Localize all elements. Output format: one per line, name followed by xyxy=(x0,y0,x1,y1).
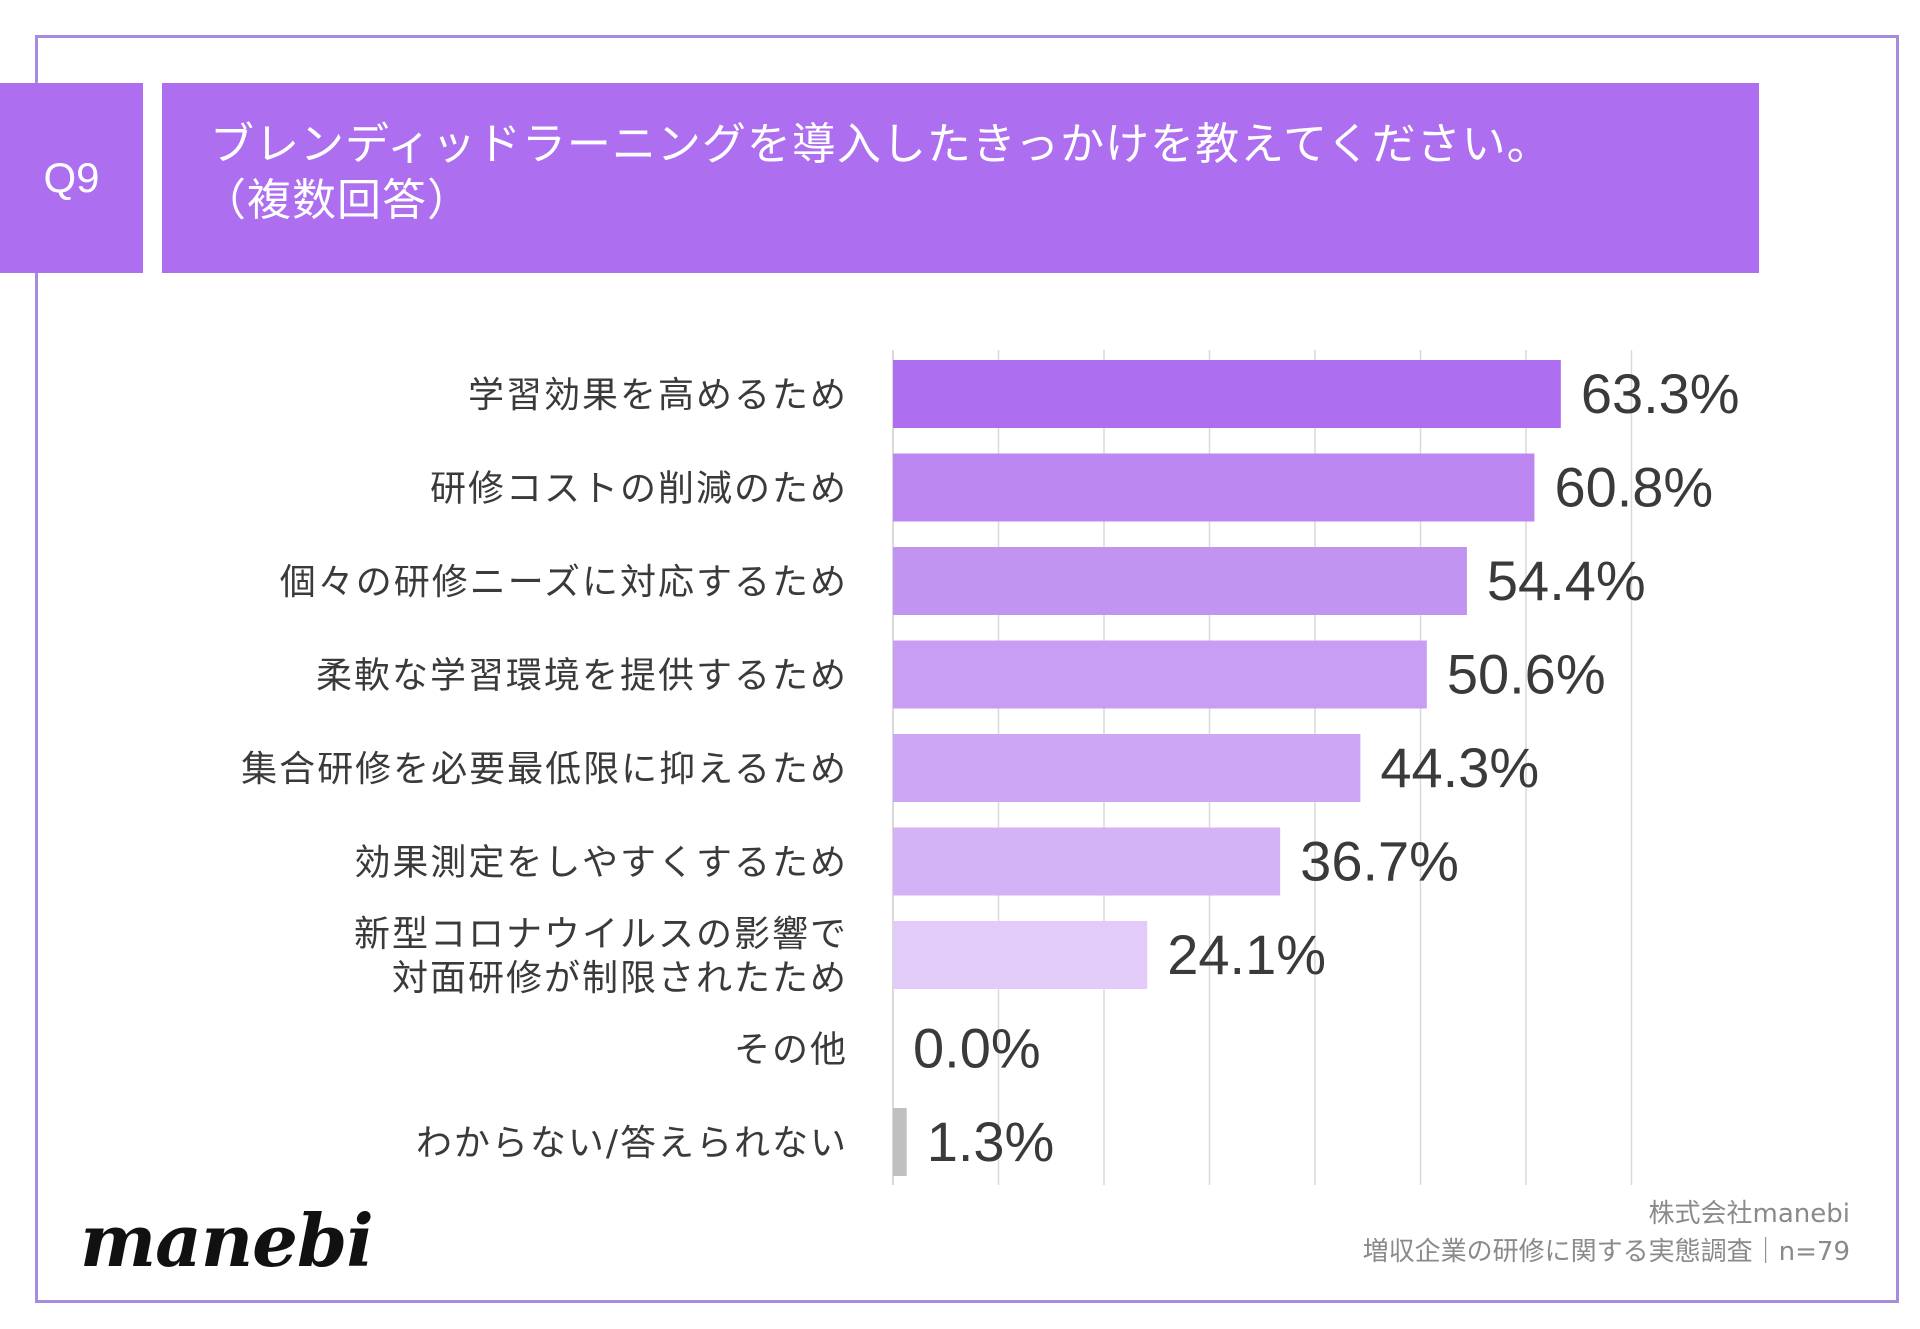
bar xyxy=(893,360,1561,428)
survey-info: 増収企業の研修に関する実態調査｜n=79 xyxy=(1362,1237,1850,1267)
bar xyxy=(893,453,1535,522)
value-label: 1.3% xyxy=(927,1110,1055,1173)
page-frame xyxy=(35,35,1899,1303)
category-label: 学習効果を高めるため xyxy=(468,375,848,416)
value-label: 44.3% xyxy=(1380,736,1539,799)
category-label: 研修コストの削減のため xyxy=(430,469,848,510)
question-number: Q9 xyxy=(43,154,100,201)
value-label: 24.1% xyxy=(1167,923,1326,986)
bar xyxy=(893,921,1148,989)
bar xyxy=(893,547,1467,615)
category-label: その他 xyxy=(734,1030,848,1071)
bar xyxy=(893,734,1361,802)
bar xyxy=(893,640,1427,709)
value-label: 50.6% xyxy=(1447,643,1606,706)
question-title-line1: ブレンディッドラーニングを導入したきっかけを教えてください。 xyxy=(210,119,1552,170)
value-label: 36.7% xyxy=(1300,830,1459,893)
category-label: 柔軟な学習環境を提供するため xyxy=(316,656,848,697)
manebi-logo: manebi xyxy=(80,1198,374,1283)
value-label: 63.3% xyxy=(1581,362,1740,425)
category-label: 効果測定をしやすくするため xyxy=(354,843,848,884)
category-label: 集合研修を必要最低限に抑えるため xyxy=(241,749,848,790)
category-label: 新型コロナウイルスの影響で xyxy=(354,914,848,955)
category-label: 個々の研修ニーズに対応するため xyxy=(280,562,848,603)
footer-note: 株式会社manebi 増収企業の研修に関する実態調査｜n=79 xyxy=(1363,1195,1850,1271)
bar xyxy=(893,827,1281,896)
question-title-box: ブレンディッドラーニングを導入したきっかけを教えてください。 （複数回答） xyxy=(162,83,1759,273)
question-number-badge: Q9 xyxy=(0,83,143,273)
value-label: 60.8% xyxy=(1554,456,1713,519)
company-name: 株式会社manebi xyxy=(1648,1199,1850,1229)
bar xyxy=(893,1108,907,1176)
value-label: 0.0% xyxy=(913,1017,1041,1080)
value-label: 54.4% xyxy=(1487,549,1646,612)
question-title-line2: （複数回答） xyxy=(202,175,472,226)
category-label: わからない/答えられない xyxy=(416,1123,848,1164)
category-label: 対面研修が制限されたため xyxy=(392,958,848,999)
